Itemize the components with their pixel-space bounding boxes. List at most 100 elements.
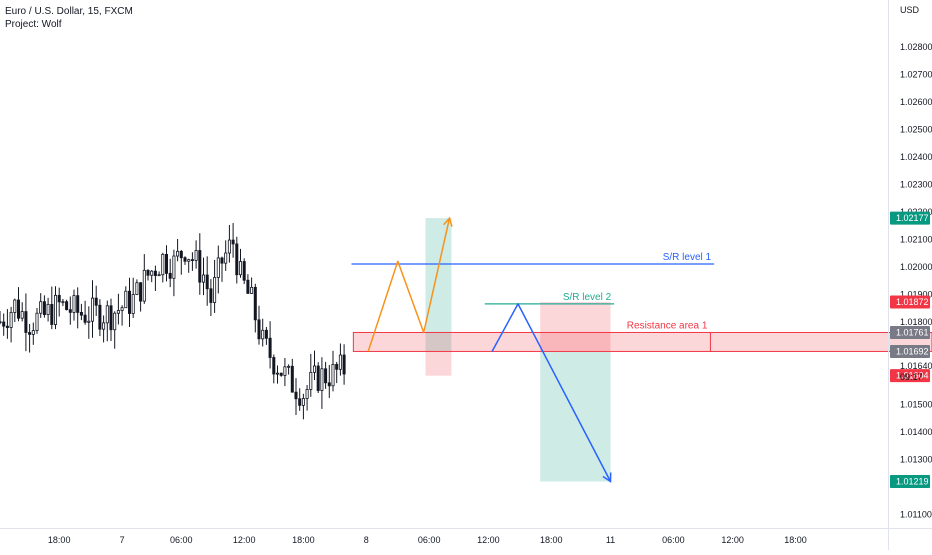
long-position-stop-zone [426,351,452,375]
candle [132,295,134,314]
price-badge-label: 1.01219 [896,477,929,487]
candle [17,300,19,318]
candle [269,338,271,357]
candle [250,287,252,293]
candle [317,366,319,390]
candle [321,369,323,391]
candle [84,315,86,322]
candle [225,253,227,263]
candle [236,244,238,275]
price-tick-label: 1.01800 [900,317,932,327]
price-badge-label: 1.01761 [896,327,929,337]
candle [195,251,197,261]
candle [302,398,304,405]
candle [173,256,175,278]
candle [99,305,101,329]
candle [169,273,171,278]
candle [117,310,119,313]
candle [125,291,127,308]
price-tick-label: 1.02400 [900,152,932,162]
candle [95,298,97,305]
candle [280,373,282,375]
candle [80,312,82,315]
candle [228,240,230,253]
candle [213,277,215,302]
candle [210,289,212,303]
resistance-area-rect [353,332,932,351]
candle [287,366,289,367]
candle [51,304,53,324]
candle [262,330,264,339]
candle [106,306,108,323]
candle [206,275,208,289]
candle [128,291,130,313]
candle [276,373,278,374]
candle [202,275,204,282]
time-tick-label: 06:00 [418,535,441,545]
candle [310,372,312,389]
candle [0,322,1,323]
countdown-label: 09:17 [900,372,923,382]
candle [291,366,293,392]
candle [306,389,308,398]
price-tick-label: 1.01400 [900,427,932,437]
candle [77,296,79,313]
time-tick-label: 18:00 [292,535,315,545]
candle [110,306,112,330]
price-tick-label: 1.01300 [900,454,932,464]
time-tick-label: 7 [120,535,125,545]
resistance-area-label: Resistance area 1 [627,320,708,331]
time-tick-label: 12:00 [477,535,500,545]
candle [21,312,23,319]
candle [36,313,38,330]
price-badge-label: 1.02177 [896,213,929,223]
candle [88,321,90,322]
drawings: Resistance area 1S/R level 1S/R level 2 [352,218,932,481]
candle [188,260,190,262]
candle [324,369,326,383]
candle [199,251,201,283]
candle [102,323,104,329]
time-tick-label: 18:00 [48,535,71,545]
candle [343,355,345,374]
candle [254,287,256,319]
time-tick-label: 11 [606,535,615,545]
sr-level-1-label: S/R level 1 [663,252,712,263]
candle [273,358,275,375]
time-tick-label: 8 [364,535,369,545]
candle [247,280,249,293]
time-tick-label: 06:00 [170,535,193,545]
candle [295,392,297,399]
candle [165,254,167,273]
candle [58,295,60,302]
price-tick-label: 1.01500 [900,399,932,409]
candle [336,364,338,369]
candle [265,330,267,338]
candle [299,399,301,406]
candle [25,312,27,333]
candle [28,332,30,334]
price-tick-label: 1.02500 [900,124,932,134]
time-tick-label: 12:00 [233,535,256,545]
candle [176,251,178,256]
time-tick-label: 18:00 [540,535,563,545]
chart-title: Euro / U.S. Dollar, 15, FXCM Project: Wo… [5,5,133,31]
candle [184,258,186,262]
candle [69,310,71,313]
candle [73,296,75,313]
candle [162,254,164,274]
time-tick-label: 18:00 [784,535,807,545]
candle [43,302,45,315]
candle [54,295,56,324]
candle [154,271,156,275]
candle [258,320,260,339]
candle [114,313,116,330]
currency-label: USD [900,5,919,15]
candle [151,271,153,275]
candle [6,326,8,327]
candle [313,366,315,372]
price-tick-label: 1.02300 [900,179,932,189]
